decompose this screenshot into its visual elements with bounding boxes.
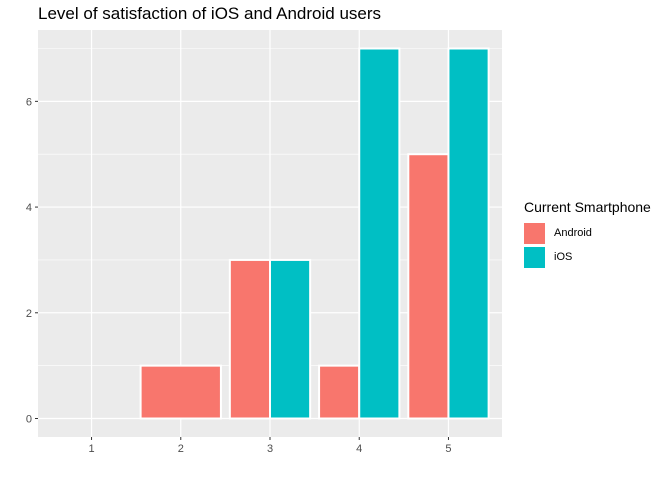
- chart-title: Level of satisfaction of iOS and Android…: [38, 4, 382, 23]
- bar-ios-4: [358, 47, 401, 420]
- x-tick-label: 4: [356, 443, 362, 455]
- legend-key-ios: [524, 246, 545, 268]
- bar-android-4: [318, 364, 361, 420]
- x-tick-label: 1: [88, 443, 94, 455]
- x-tick-label: 2: [178, 443, 184, 455]
- bars: [139, 47, 490, 420]
- legend-key-android: [524, 222, 545, 244]
- y-tick-label: 6: [26, 96, 32, 108]
- bar-android-2: [139, 364, 222, 420]
- y-tick-label: 2: [26, 308, 32, 320]
- x-tick-label: 3: [267, 443, 273, 455]
- legend-item-ios: iOS: [524, 245, 651, 269]
- legend-label-android: Android: [554, 227, 592, 239]
- legend-item-android: Android: [524, 221, 651, 245]
- legend-label-ios: iOS: [554, 251, 573, 263]
- legend-title: Current Smartphone: [524, 199, 651, 215]
- x-tick-label: 5: [445, 443, 451, 455]
- bar-ios-3: [269, 258, 312, 420]
- y-tick-label: 0: [26, 414, 32, 426]
- legend: Current Smartphone Android iOS: [524, 199, 651, 269]
- bar-android-3: [228, 258, 272, 420]
- y-tick-label: 4: [26, 202, 32, 214]
- axes: 0 2 4 6 1 2 3 4 5: [26, 96, 452, 455]
- bar-ios-5: [447, 47, 490, 420]
- bar-android-5: [407, 153, 450, 420]
